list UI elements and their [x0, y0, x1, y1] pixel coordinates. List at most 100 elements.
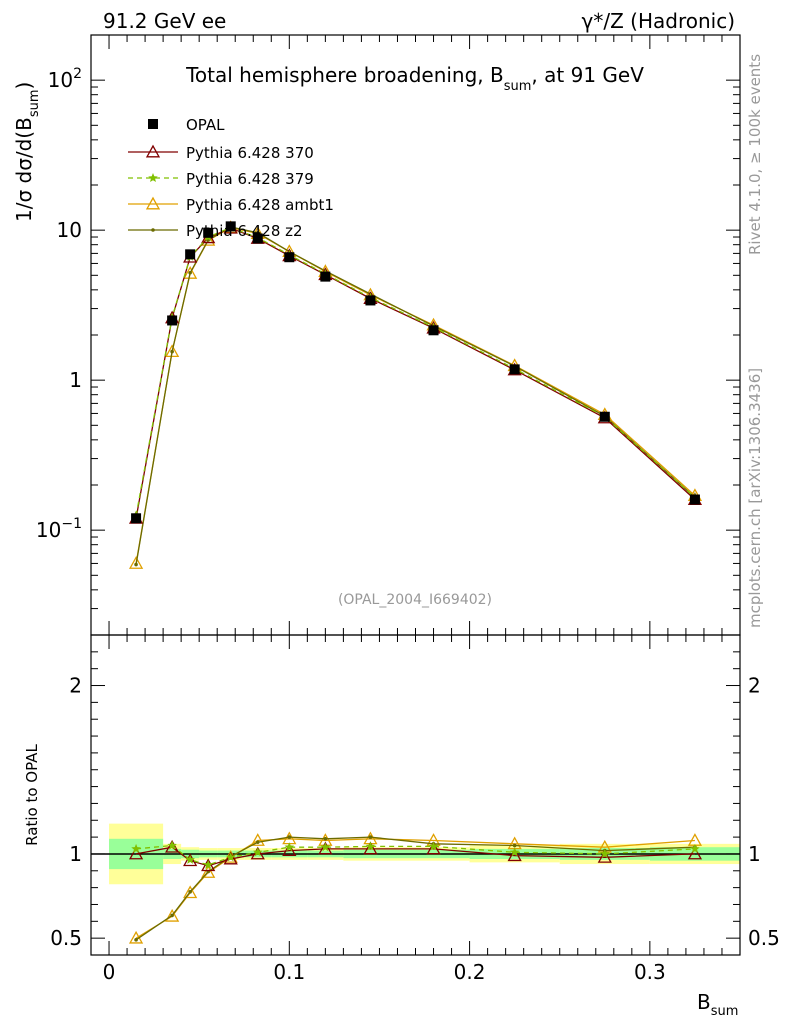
series-point-pythia-6-428-z2	[188, 270, 192, 275]
legend-label-pythia-6-428-379: Pythia 6.428 379	[186, 170, 314, 188]
header-energy-label: 91.2 GeV ee	[103, 9, 226, 33]
series-line-pythia-6-428-ambt1	[135, 226, 696, 564]
ratio-point-pythia-6-428-370	[363, 841, 378, 855]
ratio-tick-label-right: 1	[748, 842, 761, 866]
data-point-opal	[203, 227, 214, 238]
ratio-point-pythia-6-428-z2	[368, 835, 373, 839]
ratio-point-pythia-6-428-ambt1	[165, 908, 180, 922]
ratio-point-pythia-6-428-379	[203, 859, 213, 869]
ratio-panel-bands	[91, 823, 740, 885]
ratio-point-pythia-6-428-ambt1	[183, 885, 198, 899]
ratio-tick-label-left: 0.5	[50, 926, 82, 950]
ratio-point-pythia-6-428-z2	[323, 836, 328, 841]
ratio-point-pythia-6-428-370	[201, 858, 216, 872]
ratio-point-pythia-6-428-370	[128, 846, 144, 860]
ratio-point-pythia-6-428-z2	[287, 835, 292, 839]
ratio-point-pythia-6-428-379	[320, 842, 331, 852]
ratio-y-axis-label: Ratio to OPAL	[23, 744, 41, 846]
legend: OPAL Pythia 6.428 370 Pythia 6.428 379 Pyt…	[128, 116, 334, 240]
header-process-label: γ*/Z (Hadronic)	[582, 9, 735, 33]
ratio-tick-label-right: 0.5	[748, 926, 780, 950]
data-point-opal	[320, 271, 331, 282]
legend-marker-pythia-6-428-ambt1	[145, 196, 161, 210]
ratio-point-pythia-6-428-z2	[255, 840, 260, 844]
series-point-pythia-6-428-ambt1	[201, 233, 216, 246]
ratio-point-pythia-6-428-379	[690, 843, 700, 853]
data-point-opal	[428, 325, 439, 336]
axes: 0 0.1 0.2 0.3 10−1 1 10 102 0.5 0.5 1 1 2 2	[36, 34, 780, 984]
legend-marker-pythia-6-428-370	[145, 144, 161, 158]
ratio-point-pythia-6-428-379	[225, 852, 236, 862]
legend-label-pythia-6-428-z2: Pythia 6.428 z2	[186, 222, 303, 240]
y-tick-label: 10	[57, 218, 82, 242]
legend-marker-pythia-6-428-379	[148, 173, 158, 183]
y-tick-label: 1	[69, 368, 82, 392]
ratio-point-pythia-6-428-ambt1	[201, 865, 216, 878]
data-point-opal	[185, 249, 196, 260]
legend-label-pythia-6-428-370: Pythia 6.428 370	[186, 144, 314, 162]
data-points	[131, 221, 700, 524]
series-point-pythia-6-428-ambt1	[183, 266, 198, 279]
ratio-point-pythia-6-428-370	[165, 839, 180, 853]
x-tick-label: 0.3	[634, 960, 666, 984]
y-tick-label: 10−1	[36, 516, 82, 542]
ratio-panel-frame	[90, 634, 741, 956]
ratio-point-pythia-6-428-379	[253, 847, 263, 857]
y-tick-label: 102	[48, 66, 82, 92]
data-point-opal	[509, 364, 520, 375]
legend-marker-opal	[148, 119, 158, 129]
ratio-point-pythia-6-428-370	[597, 849, 612, 863]
ratio-point-pythia-6-428-379	[284, 842, 295, 852]
ratio-point-pythia-6-428-z2	[188, 890, 192, 894]
ratio-point-pythia-6-428-ambt1	[687, 833, 703, 846]
ratio-point-pythia-6-428-379	[428, 841, 439, 851]
ratio-point-pythia-6-428-379	[509, 847, 520, 857]
data-point-opal	[131, 513, 142, 524]
mcplots-source-label: mcplots.cern.ch [arXiv:1306.3436]	[746, 368, 764, 628]
data-point-opal	[599, 411, 610, 422]
ratio-point-pythia-6-428-379	[185, 854, 195, 864]
ratio-point-pythia-6-428-370	[426, 841, 441, 855]
ratio-point-pythia-6-428-370	[318, 841, 333, 855]
series-point-pythia-6-428-z2	[170, 349, 174, 354]
series-point-pythia-6-428-z2	[134, 562, 138, 567]
ratio-panel-series	[128, 831, 703, 944]
x-tick-label: 0.1	[273, 960, 305, 984]
legend-entry-data: OPAL	[148, 116, 225, 134]
ratio-point-pythia-6-428-379	[131, 843, 141, 853]
ratio-point-pythia-6-428-379	[365, 841, 376, 851]
ratio-tick-label-right: 2	[748, 674, 761, 698]
ratio-point-pythia-6-428-z2	[134, 938, 138, 942]
ratio-point-pythia-6-428-370	[223, 851, 238, 865]
y-axis-label: 1/σ dσ/d(Bsum)	[12, 82, 42, 222]
series-line-pythia-6-428-379	[135, 226, 696, 516]
ratio-point-pythia-6-428-379	[167, 840, 177, 850]
data-point-opal	[225, 221, 236, 232]
ratio-point-pythia-6-428-370	[687, 846, 703, 860]
main-panel-series	[128, 220, 703, 569]
legend-marker-pythia-6-428-z2	[151, 228, 155, 232]
rivet-version-label: Rivet 4.1.0, ≥ 100k events	[746, 54, 764, 255]
ratio-point-pythia-6-428-370	[282, 843, 297, 857]
ratio-tick-label-left: 1	[69, 842, 82, 866]
data-point-opal	[167, 315, 178, 326]
ratio-point-pythia-6-428-z2	[512, 843, 517, 848]
legend-label-opal: OPAL	[186, 116, 225, 134]
series-point-pythia-6-428-ambt1	[128, 556, 144, 569]
legend-label-pythia-6-428-ambt1: Pythia 6.428 ambt1	[186, 196, 334, 214]
x-tick-label: 0	[103, 960, 116, 984]
x-axis-label: Bsum	[697, 990, 738, 1019]
series-line-pythia-6-428-z2	[135, 226, 696, 565]
analysis-watermark: (OPAL_2004_I669402)	[338, 592, 492, 608]
data-point-opal	[365, 295, 376, 306]
ratio-point-pythia-6-428-370	[507, 848, 522, 862]
ratio-tick-label-left: 2	[69, 674, 82, 698]
series-line-pythia-6-428-370	[135, 227, 696, 519]
data-point-opal	[689, 494, 700, 505]
ratio-point-pythia-6-428-ambt1	[250, 833, 265, 846]
series-point-pythia-6-428-ambt1	[165, 344, 180, 358]
x-tick-label: 0.2	[454, 960, 486, 984]
data-point-opal	[284, 252, 295, 263]
ratio-point-pythia-6-428-370	[183, 853, 198, 867]
